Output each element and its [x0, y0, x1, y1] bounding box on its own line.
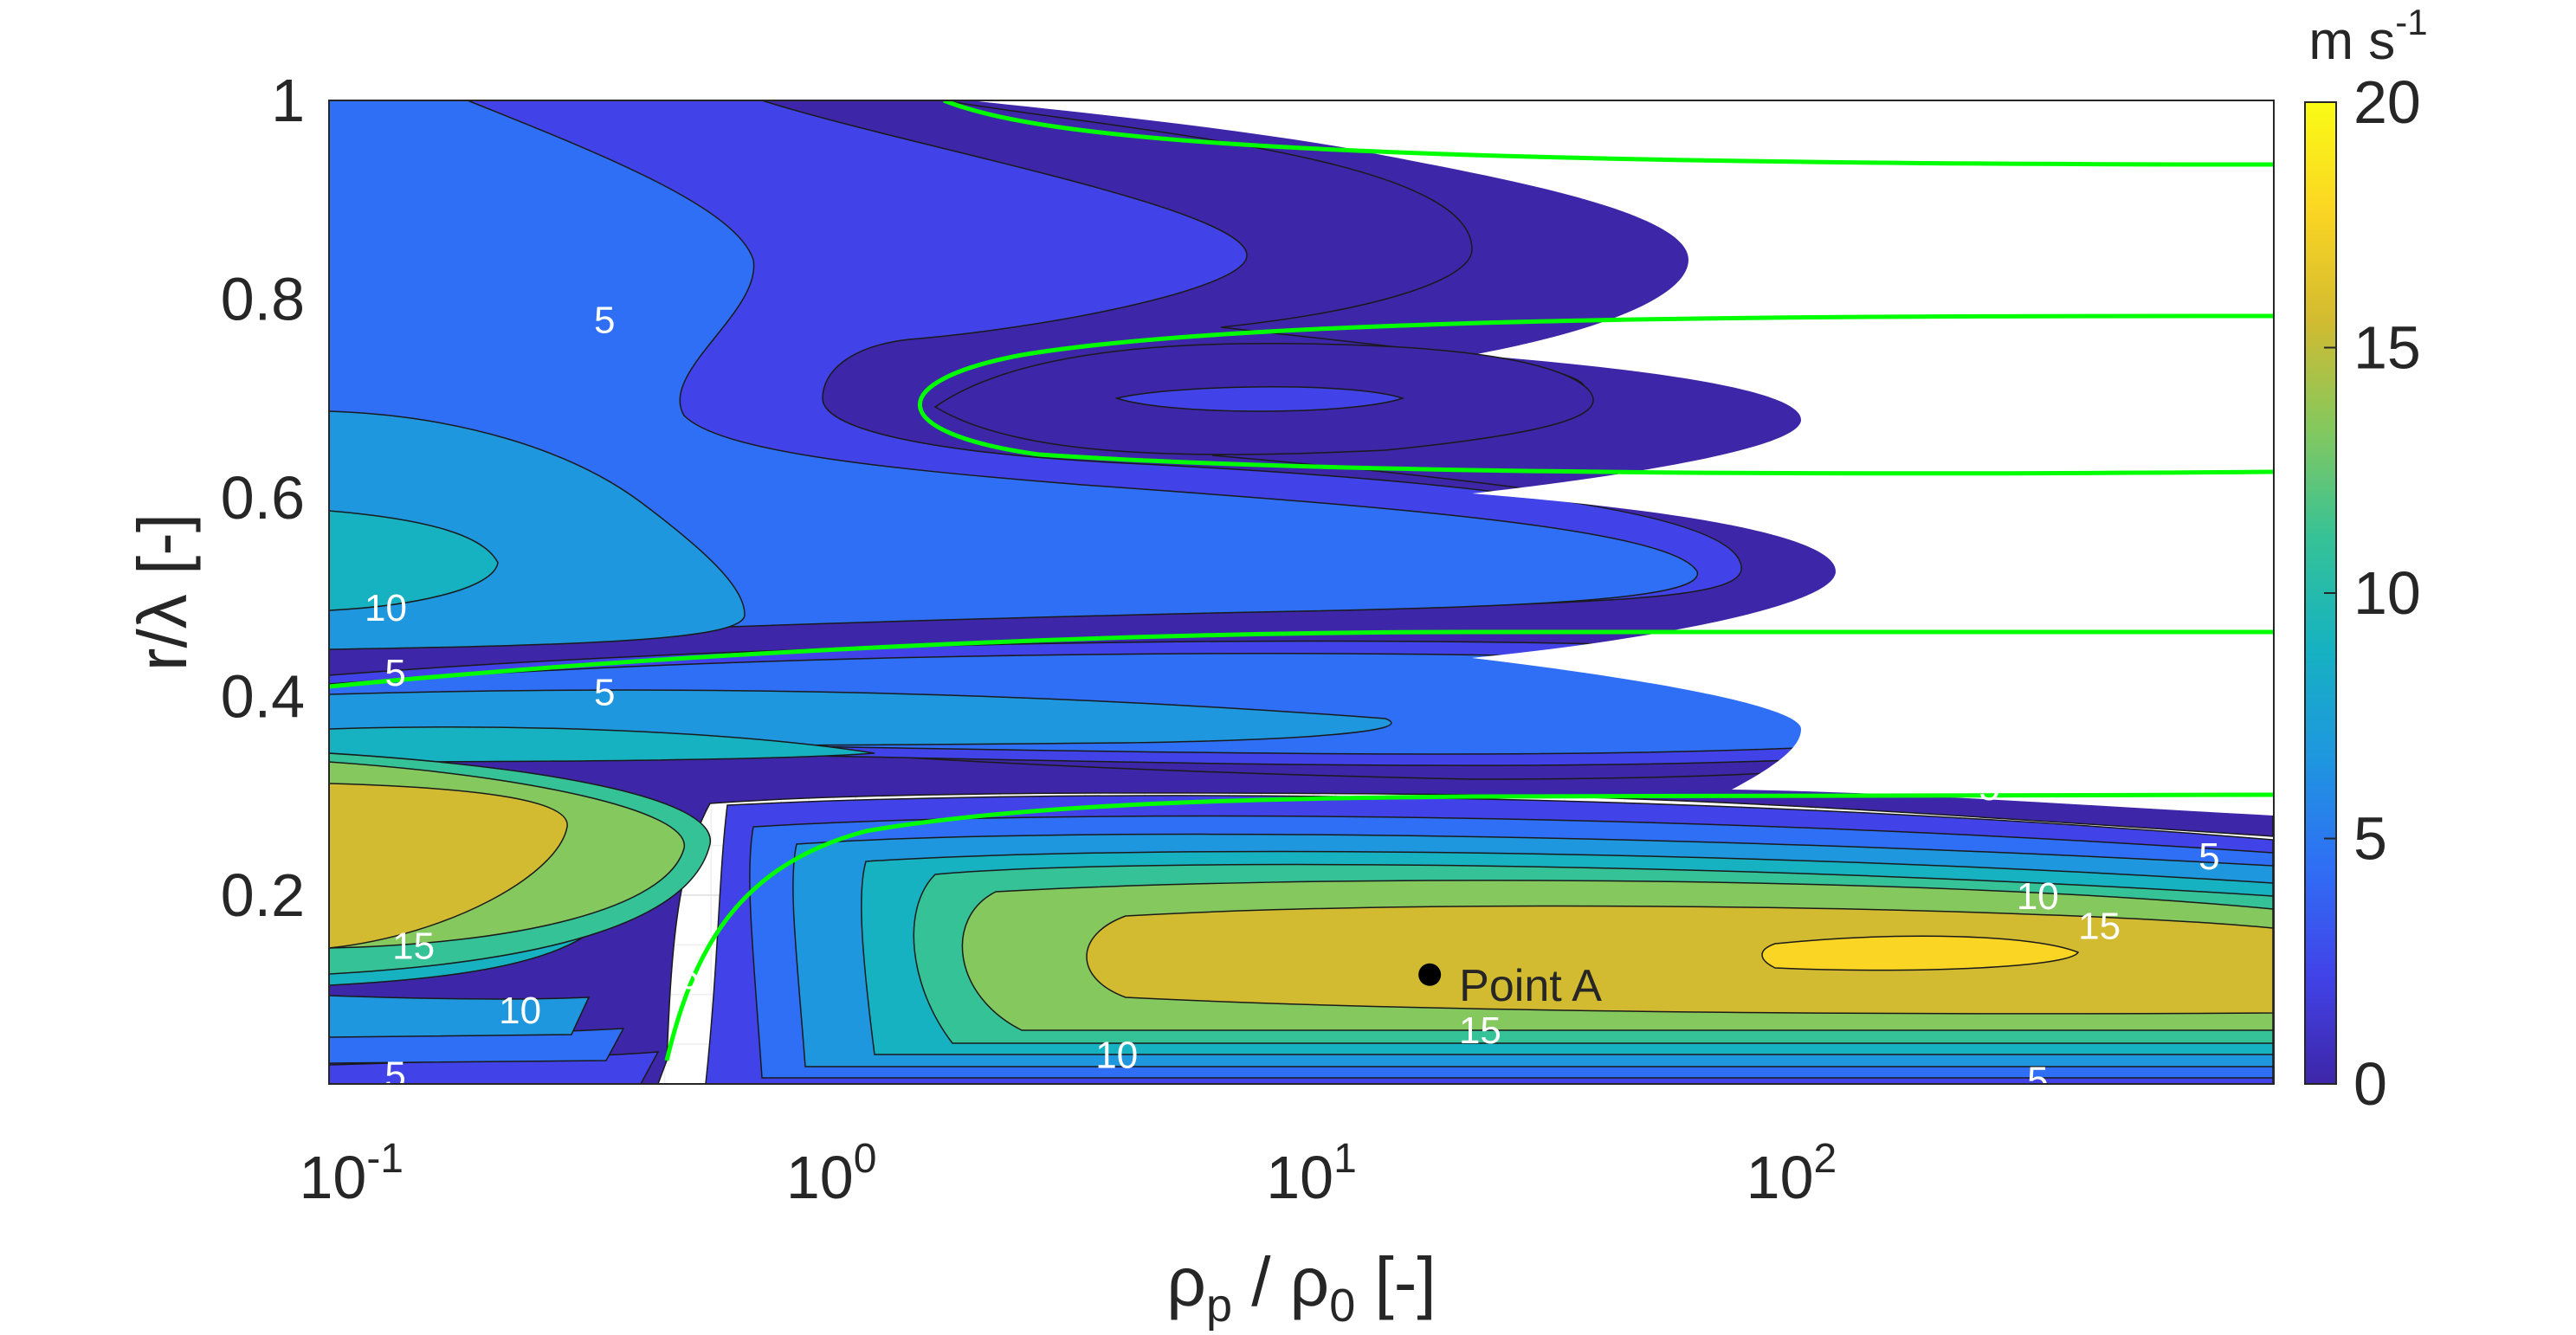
- contour-label: 10: [499, 990, 541, 1032]
- x-axis-label: ρp / ρ0 [-]: [1166, 1243, 1436, 1332]
- x-label-rho0: ρ: [1290, 1243, 1330, 1320]
- contour-label: 10: [365, 587, 407, 629]
- y-tick-label: 0.4: [221, 662, 305, 730]
- colorbar-tick-label: 5: [2353, 805, 2387, 873]
- zero-contour-mid: [329, 629, 2273, 689]
- contour-labels: 5 10 5 5 5 15 10 5 5 10 15 10 15 5 5: [365, 299, 2220, 1101]
- colorbar-unit-exp: -1: [2395, 2, 2427, 42]
- zero-contour-top: [943, 100, 2274, 167]
- colorbar-tick-label: 20: [2353, 68, 2421, 136]
- x-tick-label: 10-1: [299, 1136, 404, 1211]
- x-tick-label: 101: [1266, 1136, 1357, 1211]
- y-axis-label: r/λ [-]: [124, 513, 201, 671]
- contour-label: 5: [594, 672, 615, 714]
- x-label-sub-0: 0: [1329, 1280, 1355, 1332]
- x-label-unit: [-]: [1355, 1243, 1436, 1320]
- plot-frame: [328, 100, 2275, 1085]
- x-axis-ticks: 10-1 100 101 102: [299, 1136, 1837, 1211]
- zero-contour-lower: [664, 792, 2274, 1061]
- colorbar-ticks: 0 5 10 15 20: [2324, 68, 2421, 1118]
- y-axis-ticks: 0.2 0.4 0.6 0.8 1: [221, 67, 305, 929]
- colorbar-tick-label: 0: [2353, 1050, 2387, 1118]
- colorbar-tick-label: 15: [2353, 314, 2421, 382]
- contour-label: 5: [384, 1054, 405, 1097]
- contour-label: 5: [2198, 835, 2219, 878]
- contour-label: 15: [392, 925, 435, 967]
- contour-region-level-5: [329, 510, 499, 611]
- contour-region-level-9: [1761, 935, 2080, 971]
- contour-label: 5: [1979, 766, 1999, 809]
- x-label-rho: ρ: [1166, 1243, 1206, 1320]
- contour-label: 5: [594, 299, 615, 341]
- contour-region-level-8-left: [329, 783, 568, 949]
- colorbar-unit-base: m s: [2308, 11, 2395, 71]
- contour-region-level-4-left-bottom: [329, 995, 591, 1038]
- zero-contour-lines: [329, 100, 2274, 1061]
- contour-region-level-5-lower: [329, 726, 875, 763]
- y-tick-label: 0.2: [221, 861, 305, 929]
- x-tick-label: 100: [786, 1136, 877, 1211]
- contour-label: 15: [1459, 1009, 1501, 1052]
- contour-label: 5: [2027, 1059, 2048, 1101]
- inner-cell-level-2: [1114, 386, 1405, 412]
- annotation: Point A: [1418, 961, 1602, 1011]
- y-tick-label: 1: [271, 67, 305, 134]
- contour-label: 15: [2078, 905, 2121, 947]
- contour-region-level-3: [329, 100, 1699, 643]
- y-tick-label: 0.8: [221, 265, 305, 332]
- zero-contour-loop: [917, 313, 2274, 476]
- colorbar-unit: m s-1: [2308, 2, 2427, 71]
- contour-fill: [329, 100, 2274, 1084]
- point-a-marker: [1418, 963, 1442, 986]
- contour-region-level-8: [1086, 905, 2274, 1015]
- contour-label: 10: [2017, 875, 2059, 918]
- y-tick-label: 0.6: [221, 464, 305, 532]
- contour-label: 5: [384, 652, 405, 694]
- colorbar-tick-label: 10: [2353, 559, 2421, 627]
- x-tick-label: 102: [1746, 1136, 1837, 1211]
- point-a-label: Point A: [1459, 961, 1602, 1011]
- contour-label: 5: [679, 955, 700, 997]
- contour-label: 10: [1095, 1035, 1138, 1077]
- x-label-sub-p: p: [1206, 1280, 1232, 1332]
- x-label-sep: /: [1232, 1243, 1290, 1320]
- undefined-region: [970, 100, 2273, 816]
